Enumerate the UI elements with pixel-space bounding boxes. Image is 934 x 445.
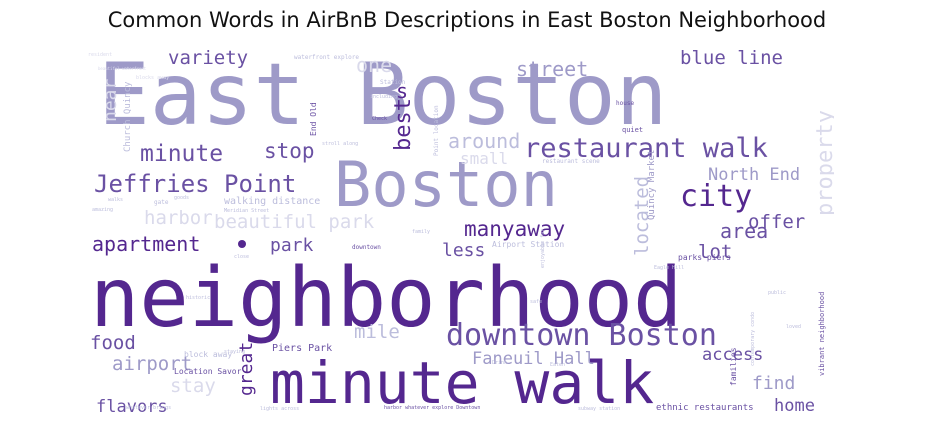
word-vibrant-neighborhood: vibrant neighborhood — [818, 292, 826, 376]
word-ethnic-restaurants: ethnic restaurants — [656, 403, 754, 413]
word-blue-line: blue line — [680, 47, 783, 69]
word-around: around — [448, 129, 520, 153]
word-stroll-along: stroll along — [322, 141, 358, 147]
word-near: near — [100, 78, 121, 122]
word-gate: gate — [154, 199, 169, 206]
word-offer: offer — [748, 211, 805, 233]
chart-title: Common Words in AirBnB Descriptions in E… — [107, 8, 827, 32]
word-great: great — [236, 342, 257, 396]
word-quincy-market: Quincy Market — [647, 150, 657, 220]
word-waterfront-explore: waterfront explore — [294, 54, 359, 61]
word-beautiful-waterfront: beautiful waterfront — [98, 66, 147, 71]
word-historic: historic — [186, 295, 210, 301]
word-restaurant-scene: restaurant scene — [542, 158, 600, 165]
word-apartment: apartment — [92, 232, 200, 256]
word-boston: Boston — [334, 148, 558, 221]
word-walks: walks — [108, 197, 123, 203]
word-downtown: downtown — [352, 244, 381, 251]
word-meridian-street: Meridian Street — [224, 208, 269, 214]
word-stay: stay — [170, 375, 216, 397]
word-eagle-hill: Eagle Hill — [654, 265, 684, 271]
word-check: Check — [372, 116, 387, 122]
word-neighborhood: neighborhood — [90, 251, 682, 346]
word-point-location: Point location — [433, 105, 440, 156]
word-variety: variety — [168, 47, 248, 69]
word-jeffries-point: Jeffries Point — [94, 170, 296, 198]
word-lot: lot — [698, 241, 732, 263]
word-city: city — [680, 179, 752, 214]
word-mile: mile — [354, 321, 400, 343]
word-close: close — [234, 254, 249, 260]
word-downtown-boston: downtown Boston — [446, 318, 717, 353]
word-small: small — [460, 149, 508, 168]
word-harbor-whatever-explore-downtown: harbor whatever explore Downtown — [384, 405, 480, 411]
word-resident: resident — [88, 52, 112, 58]
word-staying: staying — [224, 349, 245, 355]
word-less: less — [442, 240, 485, 261]
word-location-savor: Location Savor — [174, 367, 242, 376]
word-families: families — [729, 347, 738, 386]
word-beautiful-park: beautiful park — [214, 211, 375, 233]
word-block-away: block away — [184, 350, 232, 359]
word-minute-walk: minute walk — [270, 349, 654, 417]
word-loved: loved — [786, 324, 801, 330]
word-flavors: flavors — [96, 397, 168, 417]
word-one: one — [356, 53, 392, 77]
word-contemporary-condo: contemporary condo — [750, 312, 756, 366]
word-located: located — [631, 176, 653, 256]
word-goods: goods — [174, 195, 189, 201]
word-drink: Drink — [492, 360, 507, 366]
word-food: food — [90, 332, 136, 354]
word-public: public — [768, 290, 786, 296]
word-blocks-away: blocks away — [136, 75, 169, 81]
word-best: best — [391, 98, 416, 151]
word-station: Station — [380, 79, 406, 86]
word-walking-distance: walking distance — [224, 196, 320, 207]
word-east-boston: East Boston — [98, 46, 668, 145]
word-amazing: amazing — [92, 207, 113, 213]
word-eaten: Eaten — [550, 362, 565, 368]
word-mark-dot — [238, 240, 246, 248]
word-faneuil-hall: Faneuil Hall — [472, 349, 595, 369]
word-end-old: End Old — [309, 102, 318, 136]
word-subway-station: subway station — [578, 406, 620, 412]
word-street: street — [516, 57, 588, 81]
word-lights-across: lights across — [260, 406, 299, 412]
word-church-quincy: Church Quincy — [123, 81, 133, 152]
word-manyaway: manyaway — [464, 217, 565, 241]
word-family: family — [412, 229, 430, 235]
word-access: access — [702, 345, 763, 365]
word-s: s — [396, 79, 408, 103]
word-enjoyable-far: enjoyable far — [540, 229, 546, 268]
word-north-end: North End — [708, 165, 800, 185]
word-property: property — [813, 110, 834, 216]
word-quiet: quiet — [622, 126, 643, 134]
word-harbor: harbor — [144, 207, 213, 229]
word-including: including — [370, 94, 397, 100]
word-home: home — [774, 396, 815, 416]
word-find: find — [752, 373, 795, 394]
word-house: house — [616, 100, 634, 107]
word-airport-station: Airport Station — [492, 240, 564, 249]
word-safe: safe — [530, 299, 542, 305]
word-cloud: East Boston Boston neighborhood minute walk… — [84, 46, 834, 418]
word-park: park — [270, 235, 314, 256]
word-restaurant-walk: restaurant walk — [524, 133, 768, 164]
word-piers-park: Piers Park — [272, 343, 332, 354]
word-airport: airport — [112, 353, 192, 375]
word-minute: minute — [140, 141, 223, 167]
word-parks-piers: parks piers — [678, 253, 731, 262]
word-whatever-brings: whatever brings — [126, 405, 171, 411]
word-area: area — [720, 219, 768, 243]
word-stop: stop — [264, 139, 315, 163]
